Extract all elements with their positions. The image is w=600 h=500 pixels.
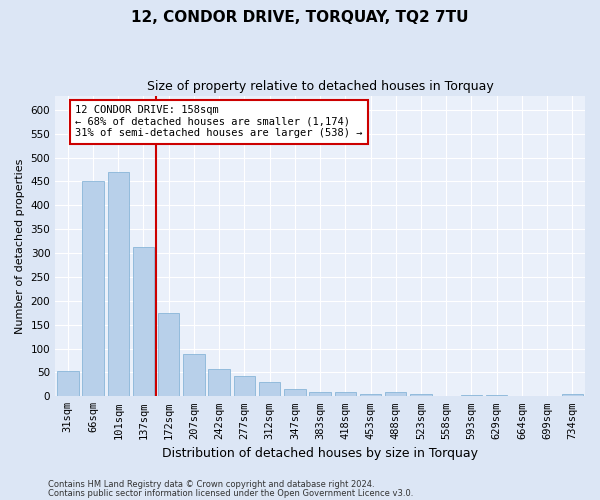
Bar xyxy=(133,248,154,396)
Bar xyxy=(562,394,583,396)
Bar xyxy=(107,172,129,396)
Y-axis label: Number of detached properties: Number of detached properties xyxy=(15,158,25,334)
Bar xyxy=(310,392,331,396)
Bar xyxy=(57,370,79,396)
Bar xyxy=(360,394,381,396)
Bar xyxy=(208,368,230,396)
Bar xyxy=(183,354,205,397)
Bar xyxy=(385,392,406,396)
Bar xyxy=(461,395,482,396)
Bar xyxy=(233,376,255,396)
X-axis label: Distribution of detached houses by size in Torquay: Distribution of detached houses by size … xyxy=(162,447,478,460)
Bar xyxy=(82,182,104,396)
Bar xyxy=(284,389,305,396)
Title: Size of property relative to detached houses in Torquay: Size of property relative to detached ho… xyxy=(147,80,493,93)
Bar xyxy=(410,394,432,396)
Text: 12, CONDOR DRIVE, TORQUAY, TQ2 7TU: 12, CONDOR DRIVE, TORQUAY, TQ2 7TU xyxy=(131,10,469,25)
Bar xyxy=(259,382,280,396)
Text: Contains HM Land Registry data © Crown copyright and database right 2024.: Contains HM Land Registry data © Crown c… xyxy=(48,480,374,489)
Text: 12 CONDOR DRIVE: 158sqm
← 68% of detached houses are smaller (1,174)
31% of semi: 12 CONDOR DRIVE: 158sqm ← 68% of detache… xyxy=(76,105,363,138)
Text: Contains public sector information licensed under the Open Government Licence v3: Contains public sector information licen… xyxy=(48,488,413,498)
Bar xyxy=(158,313,179,396)
Bar xyxy=(335,392,356,396)
